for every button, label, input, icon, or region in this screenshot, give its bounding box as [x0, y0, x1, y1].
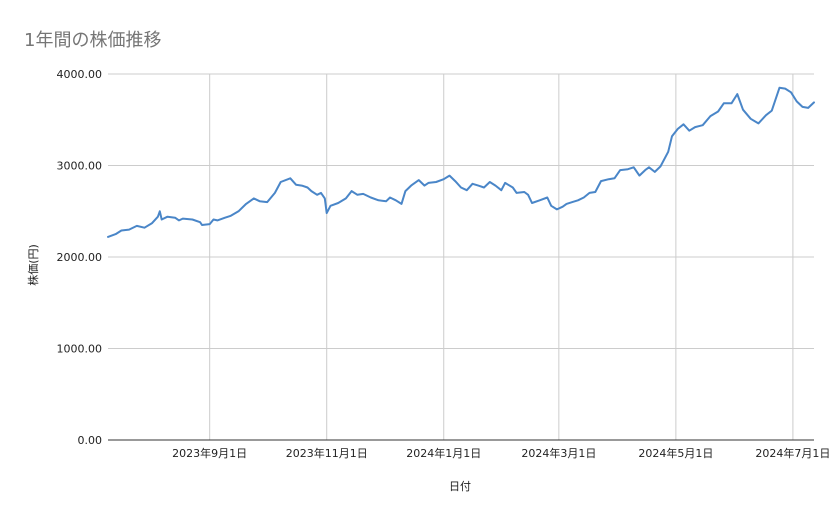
x-tick-label: 2024年1月1日: [406, 446, 481, 460]
y-tick-label: 2000.00: [57, 251, 103, 264]
chart-title: 1年間の株価推移: [24, 30, 161, 51]
y-tick-label: 3000.00: [57, 160, 103, 173]
series-line: [107, 86, 815, 238]
x-tick-label: 2023年9月1日: [172, 446, 247, 460]
y-axis-label: 株価(円): [26, 244, 40, 286]
x-tick-label: 2024年5月1日: [638, 446, 713, 460]
y-tick-label: 0.00: [78, 434, 103, 447]
x-axis-label: 日付: [449, 480, 471, 493]
x-tick-label: 2024年7月1日: [755, 446, 830, 460]
y-tick-label: 4000.00: [57, 68, 103, 81]
x-tick-label: 2024年3月1日: [521, 446, 596, 460]
y-axis-ticks: 0.00 1000.00 2000.00 3000.00 4000.00: [57, 68, 103, 447]
y-tick-label: 1000.00: [57, 343, 103, 356]
series-layer: [107, 86, 815, 238]
x-axis-ticks: 2023年9月1日 2023年11月1日 2024年1月1日 2024年3月1日 202…: [172, 446, 830, 460]
gridlines: [108, 73, 814, 440]
x-tick-label: 2023年11月1日: [286, 446, 368, 460]
